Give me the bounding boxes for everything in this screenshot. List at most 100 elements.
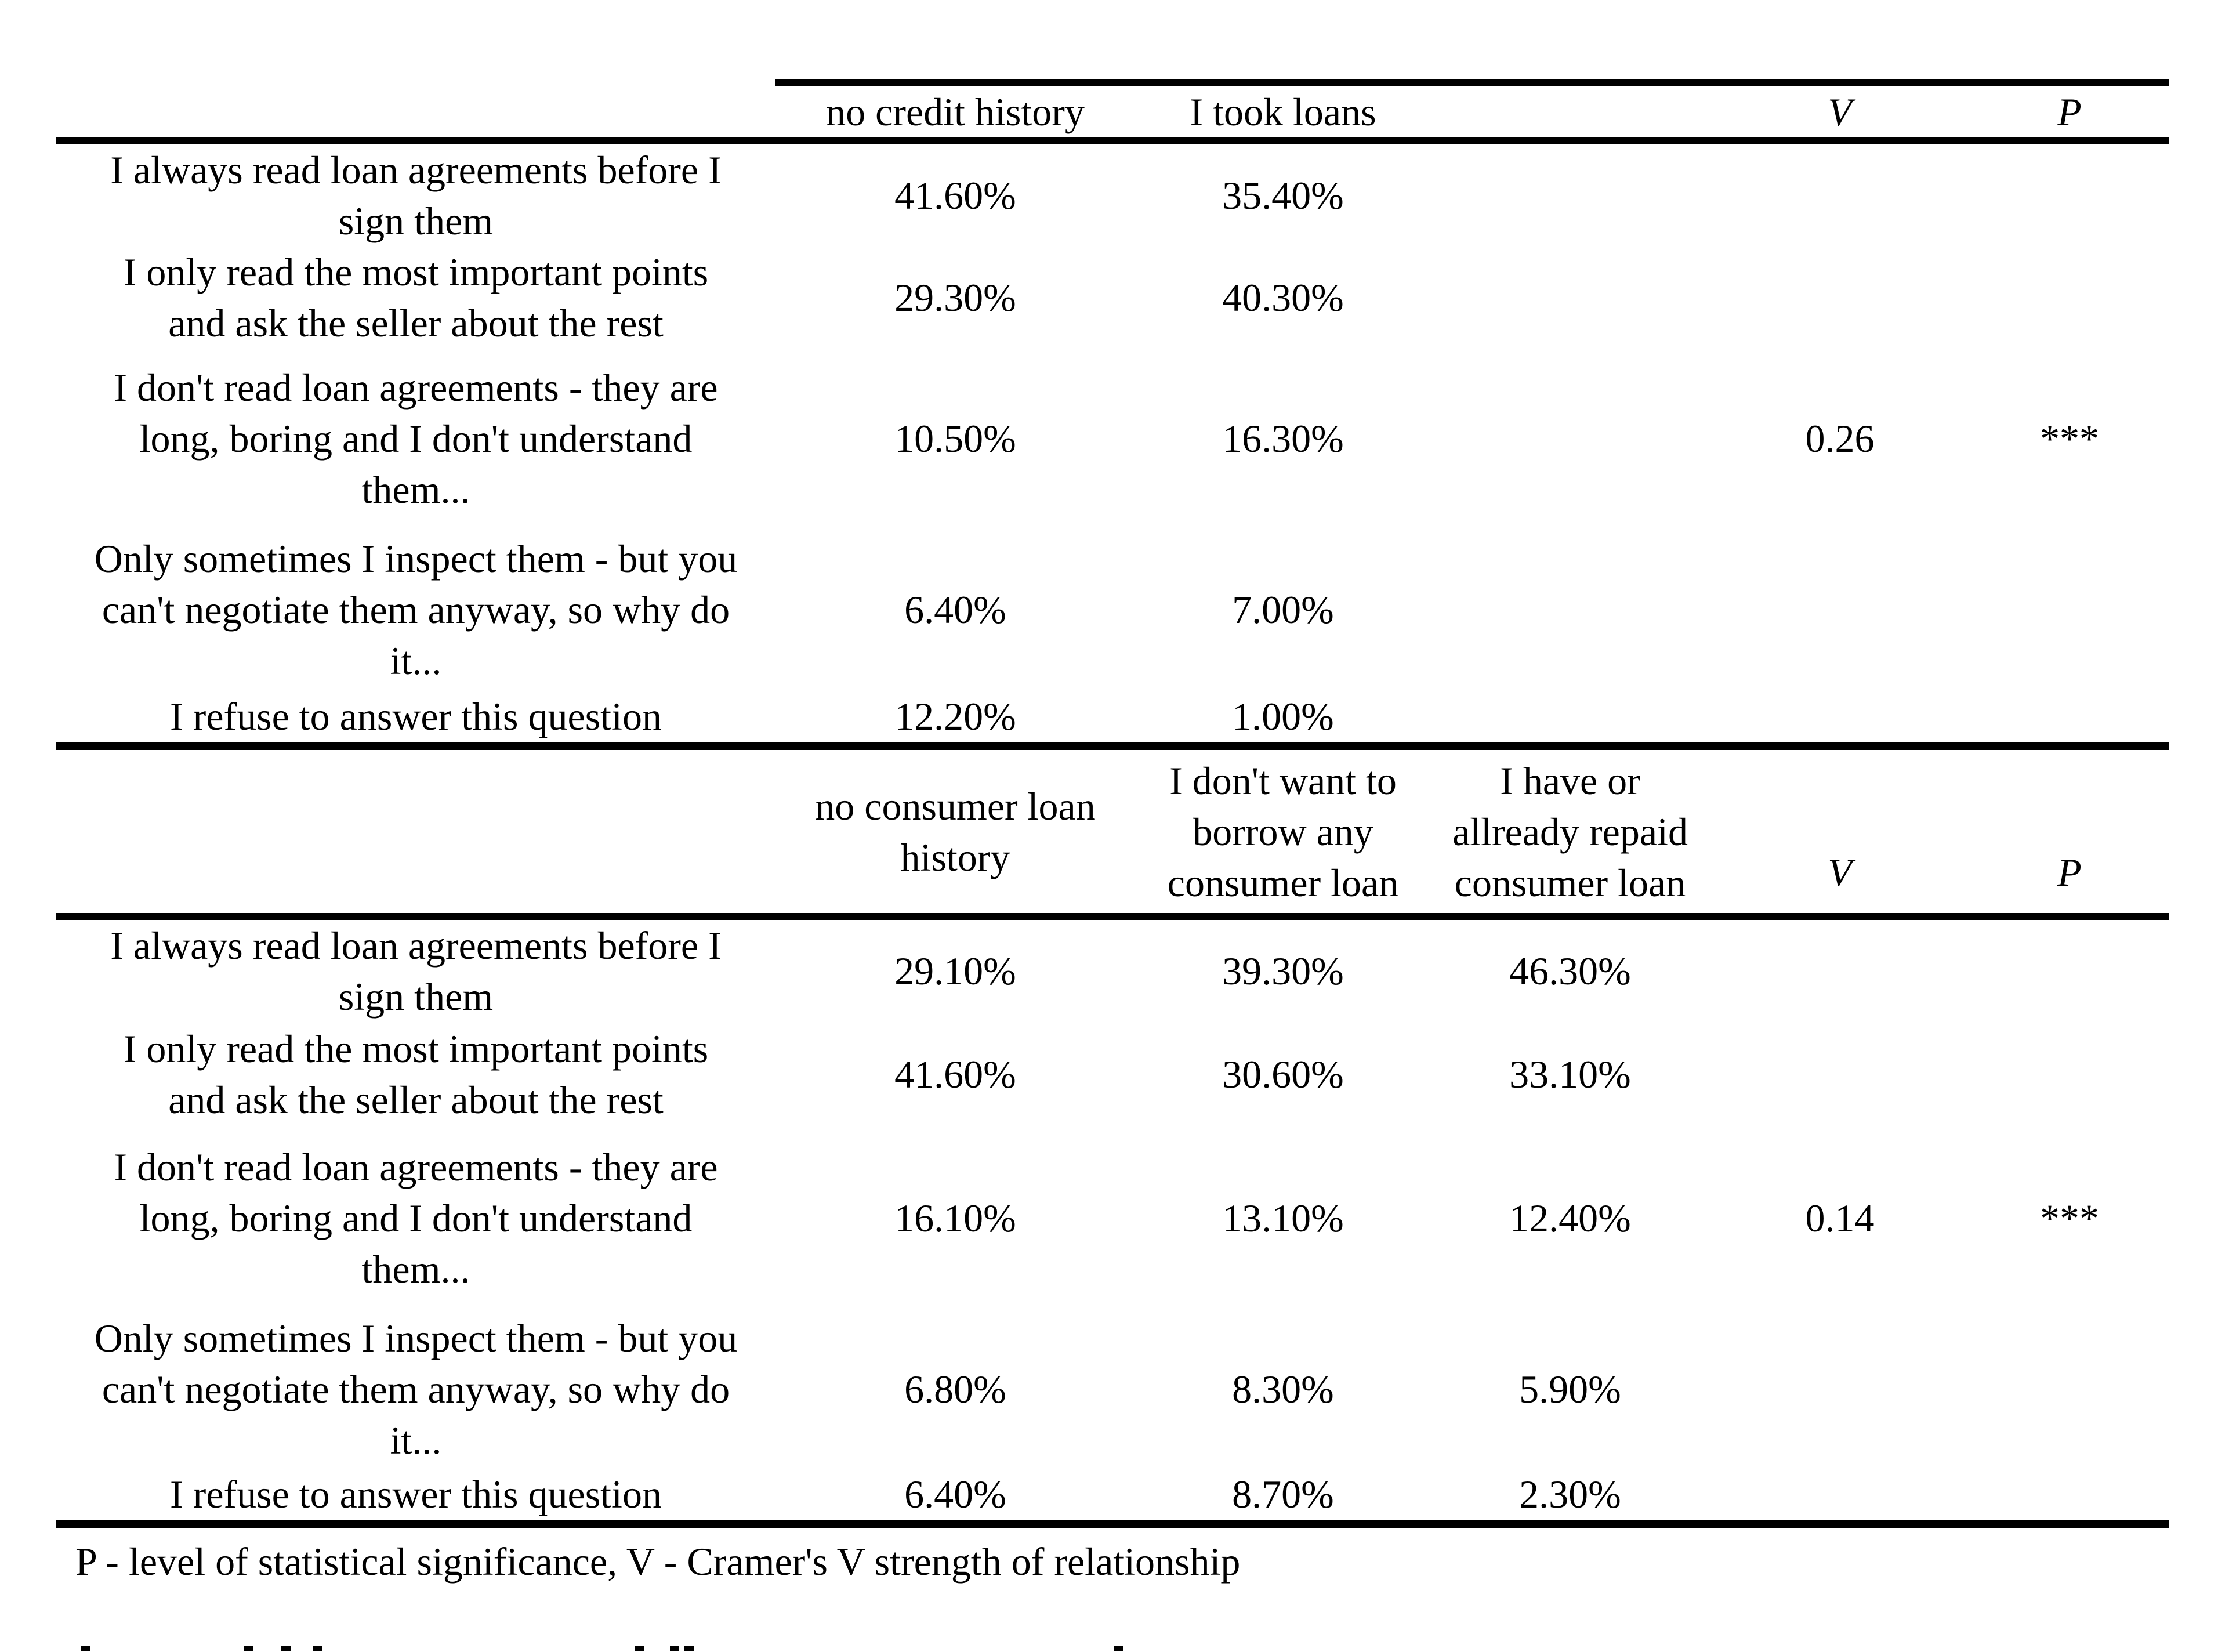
column-header-cell: no credit history (775, 79, 1135, 144)
column-header-cell-v: V (1709, 79, 1970, 144)
section1-body: I always read loan agreements before I s… (56, 141, 2169, 750)
column-header-label: P (2057, 850, 2082, 894)
significance-cell (1970, 1469, 2169, 1528)
value-cell: 39.30% (1222, 949, 1344, 993)
cramers-v-cell: 0.26 (1805, 416, 1875, 461)
clipped-text-fragment (684, 1646, 694, 1651)
table-row: I refuse to answer this question 6.40% 8… (56, 1469, 2169, 1528)
clipped-text-fragment (244, 1646, 253, 1651)
value-cell (1431, 349, 1709, 528)
section2-body: I always read loan agreements before I s… (56, 916, 2169, 1528)
value-cell: 5.90% (1519, 1367, 1621, 1411)
value-cell: 8.30% (1232, 1367, 1334, 1411)
significance-cell (1970, 916, 2169, 1022)
row-label: I always read loan agreements before I s… (110, 923, 722, 1019)
table-row: I always read loan agreements before I s… (56, 916, 2169, 1022)
row-label: I refuse to answer this question (170, 1472, 662, 1516)
cramers-v-cell (1709, 1022, 1970, 1126)
value-cell: 41.60% (894, 173, 1016, 218)
table-row: I don't read loan agreements - they are … (56, 1126, 2169, 1309)
clipped-text-fragment (281, 1646, 291, 1651)
row-label-cell: I always read loan agreements before I s… (56, 141, 775, 247)
empty-header-cell (56, 746, 775, 920)
value-cell: 33.10% (1509, 1052, 1631, 1096)
value-cell: 6.40% (775, 1469, 1135, 1528)
value-cell (1431, 528, 1709, 691)
significance-cell (1970, 1309, 2169, 1469)
cramers-v-cell: 0.14 (1805, 1195, 1875, 1240)
table-row: I only read the most important points an… (56, 1022, 2169, 1126)
clipped-text-fragment (1114, 1646, 1123, 1651)
clipped-text-fragment (670, 1646, 679, 1651)
significance-cell (1970, 141, 2169, 247)
value-cell: 46.30% (1509, 949, 1631, 993)
value-cell: 6.40% (904, 588, 1006, 632)
table-row: I only read the most important points an… (56, 247, 2169, 349)
row-label: I always read loan agreements before I s… (110, 148, 722, 243)
value-cell: 30.60% (1222, 1052, 1344, 1096)
row-label-cell: I only read the most important points an… (56, 1022, 775, 1126)
value-cell: 1.00% (1135, 691, 1431, 750)
cramers-v-cell (1709, 1309, 1970, 1469)
value-cell: 35.40% (1222, 173, 1344, 218)
row-label: Only sometimes I inspect them - but you … (94, 537, 738, 683)
column-header-cell: I took loans (1135, 79, 1431, 144)
row-label-cell: I don't read loan agreements - they are … (56, 1126, 775, 1309)
row-label: I don't read loan agreements - they are … (114, 1144, 718, 1291)
empty-header-cell (56, 83, 775, 144)
value-cell: 40.30% (1222, 276, 1344, 320)
cramers-v-cell (1709, 1469, 1970, 1528)
column-header-cell: I don't want to borrow any consumer loan (1135, 746, 1431, 920)
column-header-cell: I have or allready repaid consumer loan (1431, 746, 1709, 920)
column-header-label: no consumer loan history (815, 784, 1096, 879)
row-label-cell: I always read loan agreements before I s… (56, 916, 775, 1022)
row-label: I refuse to answer this question (170, 694, 662, 738)
row-label-cell: I only read the most important points an… (56, 247, 775, 349)
value-cell: 2.30% (1431, 1469, 1709, 1528)
column-header-cell-p: P (1970, 79, 2169, 144)
cramers-v-cell (1709, 247, 1970, 349)
clipped-text-fragment (81, 1646, 90, 1651)
value-cell: 16.30% (1222, 416, 1344, 461)
table-row: Only sometimes I inspect them - but you … (56, 528, 2169, 691)
column-header-label: V (1828, 850, 1852, 894)
value-cell (1431, 691, 1709, 750)
row-label-cell: I refuse to answer this question (56, 691, 775, 750)
section1-header: no credit history I took loans V P (56, 79, 2169, 144)
clipped-text-fragment (635, 1646, 644, 1651)
value-cell: 29.10% (894, 949, 1016, 993)
table-row: no credit history I took loans V P (56, 79, 2169, 144)
row-label: Only sometimes I inspect them - but you … (94, 1316, 738, 1462)
cramers-v-cell (1709, 141, 1970, 247)
row-label-cell: I don't read loan agreements - they are … (56, 349, 775, 528)
significance-cell: *** (2040, 416, 2099, 461)
row-label: I only read the most important points an… (123, 250, 709, 345)
row-label: I don't read loan agreements - they are … (114, 365, 718, 512)
paper-table-page: { "colors": { "background": "#ffffff", "… (0, 79, 2218, 1652)
value-cell: 8.70% (1135, 1469, 1431, 1528)
value-cell: 29.30% (894, 276, 1016, 320)
value-cell: 10.50% (894, 416, 1016, 461)
column-header-label: P (2057, 90, 2082, 134)
cramers-v-cell (1709, 528, 1970, 691)
row-label: I only read the most important points an… (123, 1027, 709, 1122)
table-row: I don't read loan agreements - they are … (56, 349, 2169, 528)
column-header-label: I took loans (1190, 90, 1376, 134)
table-row: I always read loan agreements before I s… (56, 141, 2169, 247)
cramers-v-cell (1709, 916, 1970, 1022)
column-header-label: V (1828, 90, 1852, 134)
significance-cell (1970, 691, 2169, 750)
significance-cell (1970, 1022, 2169, 1126)
row-label-cell: Only sometimes I inspect them - but you … (56, 528, 775, 691)
value-cell: 12.40% (1509, 1195, 1631, 1240)
cramers-v-cell (1709, 691, 1970, 750)
significance-cell (1970, 247, 2169, 349)
table-row: Only sometimes I inspect them - but you … (56, 1309, 2169, 1469)
column-header-label: no credit history (826, 90, 1085, 134)
column-header-cell: no consumer loan history (775, 746, 1135, 920)
table-row: no consumer loan history I don't want to… (56, 746, 2169, 920)
value-cell: 13.10% (1222, 1195, 1344, 1240)
column-header-label: I have or allready repaid consumer loan (1452, 758, 1688, 905)
column-header-cell-v: V (1709, 746, 1970, 920)
value-cell: 6.80% (904, 1367, 1006, 1411)
